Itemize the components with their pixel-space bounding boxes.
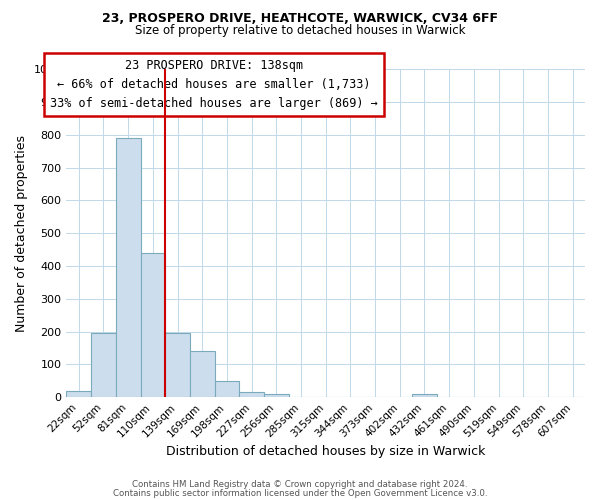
X-axis label: Distribution of detached houses by size in Warwick: Distribution of detached houses by size …	[166, 444, 485, 458]
Bar	[67, 390, 91, 397]
Text: Size of property relative to detached houses in Warwick: Size of property relative to detached ho…	[135, 24, 465, 37]
Text: 23, PROSPERO DRIVE, HEATHCOTE, WARWICK, CV34 6FF: 23, PROSPERO DRIVE, HEATHCOTE, WARWICK, …	[102, 12, 498, 26]
Bar	[215, 381, 239, 397]
Bar	[165, 333, 190, 397]
Bar	[140, 253, 165, 397]
Text: Contains public sector information licensed under the Open Government Licence v3: Contains public sector information licen…	[113, 488, 487, 498]
Bar	[91, 333, 116, 397]
Y-axis label: Number of detached properties: Number of detached properties	[15, 134, 28, 332]
Text: Contains HM Land Registry data © Crown copyright and database right 2024.: Contains HM Land Registry data © Crown c…	[132, 480, 468, 489]
Bar	[239, 392, 264, 397]
Bar	[190, 352, 215, 397]
Bar	[116, 138, 140, 397]
Bar	[412, 394, 437, 397]
Bar	[264, 394, 289, 397]
Text: 23 PROSPERO DRIVE: 138sqm
← 66% of detached houses are smaller (1,733)
33% of se: 23 PROSPERO DRIVE: 138sqm ← 66% of detac…	[50, 59, 378, 110]
